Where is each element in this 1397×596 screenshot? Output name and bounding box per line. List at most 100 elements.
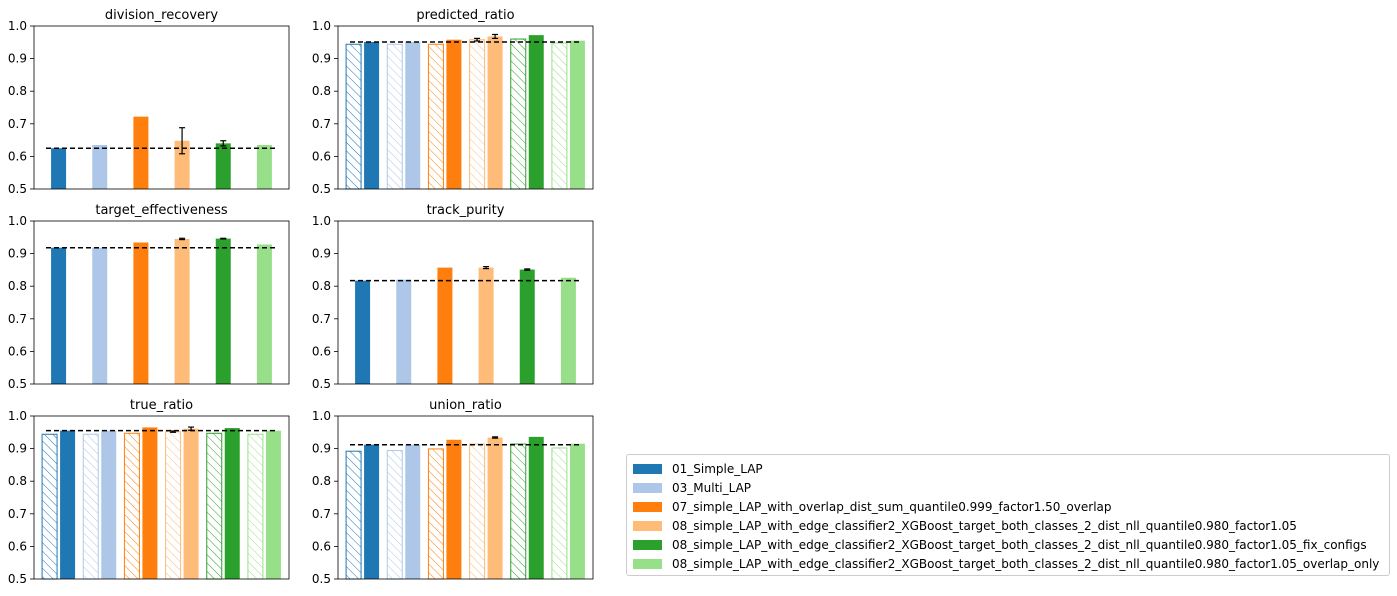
legend-label: 07_simple_LAP_with_overlap_dist_sum_quan… — [672, 500, 1112, 514]
bar — [405, 41, 421, 189]
bar-hatched — [551, 42, 568, 190]
y-tick-label: 0.7 — [312, 117, 331, 131]
y-tick-label: 1.0 — [312, 19, 331, 33]
bar-hatched — [345, 450, 362, 580]
bar — [174, 140, 190, 189]
legend-swatch — [633, 464, 662, 474]
y-tick-label: 0.6 — [312, 539, 331, 553]
y-tick-label: 0.9 — [312, 247, 331, 261]
y-tick-label: 0.6 — [8, 149, 27, 163]
bar — [51, 148, 67, 189]
bar — [487, 36, 503, 189]
axes-frame — [337, 415, 594, 580]
bar-hatched — [551, 447, 568, 580]
bar — [446, 39, 462, 189]
legend-label: 03_Multi_LAP — [672, 481, 752, 495]
bar — [528, 35, 544, 190]
bar — [437, 267, 453, 384]
y-tick-label: 0.5 — [312, 572, 331, 586]
bar — [265, 430, 281, 579]
bar — [92, 247, 108, 384]
y-tick-label: 0.6 — [8, 344, 27, 358]
bar — [133, 116, 149, 189]
bar-hatched — [427, 43, 444, 190]
bar — [405, 444, 421, 579]
legend-item: 08_simple_LAP_with_edge_classifier2_XGBo… — [633, 555, 1379, 573]
y-tick-label: 0.5 — [8, 572, 27, 586]
bar — [174, 238, 190, 384]
axes-frame — [33, 415, 290, 580]
bar-hatched — [206, 432, 223, 580]
panel-title: track_purity — [427, 203, 505, 218]
y-tick-label: 0.9 — [312, 52, 331, 66]
bar — [51, 247, 67, 384]
bar — [256, 244, 272, 384]
bar-hatched — [427, 448, 444, 580]
axes-frame — [33, 220, 290, 385]
bar-hatched — [510, 38, 527, 190]
bar-hatched — [469, 443, 486, 580]
panel-title: union_ratio — [429, 398, 502, 413]
y-tick-label: 0.8 — [312, 279, 331, 293]
panel-union-ratio: union_ratio 0.5 0.6 0.7 0.8 0.9 1.0 — [312, 398, 594, 586]
panel-title: target_effectiveness — [95, 203, 228, 218]
y-tick-label: 0.7 — [8, 117, 27, 131]
y-tick-label: 0.9 — [312, 442, 331, 456]
y-tick-label: 0.7 — [8, 507, 27, 521]
panel-true-ratio: true_ratio 0.5 0.6 0.7 0.8 0.9 1.0 — [8, 398, 290, 586]
bar — [256, 144, 272, 189]
bar — [519, 269, 535, 384]
y-tick-label: 0.6 — [312, 149, 331, 163]
y-tick-label: 0.7 — [312, 507, 331, 521]
y-tick-label: 0.8 — [8, 84, 27, 98]
legend: 01_Simple_LAP 03_Multi_LAP 07_simple_LAP_w… — [626, 454, 1390, 576]
legend-item: 08_simple_LAP_with_edge_classifier2_XGBo… — [633, 536, 1367, 554]
y-tick-label: 1.0 — [8, 409, 27, 423]
y-tick-label: 0.9 — [8, 52, 27, 66]
y-tick-label: 0.8 — [8, 474, 27, 488]
bar — [92, 144, 108, 189]
y-tick-label: 0.7 — [8, 312, 27, 326]
bar-hatched — [41, 433, 58, 580]
panel-target-effectiveness: target_effectiveness 0.5 0.6 0.7 0.8 0.9 1.0 — [8, 203, 290, 391]
legend-label: 08_simple_LAP_with_edge_classifier2_XGBo… — [672, 557, 1380, 571]
bar — [364, 41, 380, 189]
bar-hatched — [345, 43, 362, 190]
y-tick-label: 1.0 — [8, 214, 27, 228]
y-tick-label: 0.5 — [312, 182, 331, 196]
legend-swatch — [633, 521, 662, 531]
bar-hatched — [510, 443, 527, 580]
bar — [487, 437, 503, 579]
bar — [133, 242, 149, 384]
bar — [364, 444, 380, 579]
bar-hatched — [386, 450, 403, 580]
bar-hatched — [469, 39, 486, 190]
y-tick-label: 1.0 — [312, 409, 331, 423]
legend-item: 08_simple_LAP_with_edge_classifier2_XGBo… — [633, 517, 1297, 535]
bar-hatched — [165, 431, 182, 580]
bar — [215, 143, 231, 189]
bar-hatched — [123, 432, 140, 580]
legend-item: 03_Multi_LAP — [633, 479, 751, 497]
panel-division-recovery: division_recovery 0.5 0.6 0.7 0.8 0.9 1.0 — [8, 8, 290, 196]
panel-title: division_recovery — [105, 8, 218, 23]
legend-label: 08_simple_LAP_with_edge_classifier2_XGBo… — [672, 538, 1367, 552]
legend-label: 08_simple_LAP_with_edge_classifier2_XGBo… — [672, 519, 1297, 533]
bar — [355, 280, 371, 384]
y-tick-label: 0.6 — [312, 344, 331, 358]
y-tick-label: 1.0 — [8, 19, 27, 33]
y-tick-label: 0.8 — [312, 84, 331, 98]
bar — [215, 238, 231, 384]
bar — [560, 277, 576, 384]
legend-swatch — [633, 483, 662, 493]
bar — [569, 40, 585, 189]
panel-title: true_ratio — [130, 398, 193, 413]
y-tick-label: 0.8 — [8, 279, 27, 293]
panel-title: predicted_ratio — [416, 8, 514, 23]
y-tick-label: 0.5 — [8, 377, 27, 391]
legend-label: 01_Simple_LAP — [672, 462, 763, 476]
y-tick-label: 0.9 — [8, 442, 27, 456]
bar — [224, 428, 240, 579]
legend-swatch — [633, 559, 662, 569]
